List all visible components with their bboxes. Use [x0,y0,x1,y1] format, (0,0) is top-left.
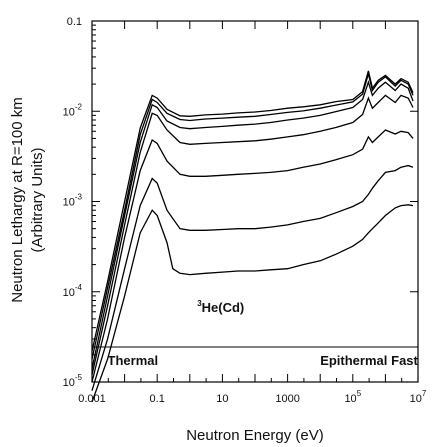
annotation-mass-number: 3 [197,299,202,308]
chart-labels: 0.001 0.1 10 1000 105 107 10-5 10-4 10-3 10-2 0.1 T… [9,16,427,444]
region-label: Thermal [108,353,159,368]
series-line-3 [91,80,414,369]
y-tick-label: 10-3 [63,193,83,209]
y-tick-exponent: -2 [75,102,83,111]
y-tick-label: 10-4 [63,283,83,299]
x-tick-label: 0.1 [150,393,165,405]
x-tick-exponent: 5 [357,389,362,398]
region-label: Epithermal [320,353,387,368]
y-tick-exponent: -3 [75,193,83,202]
series-line-4 [91,94,414,376]
y-axis-title: Neutron Lethargy at R=100 km [9,97,26,303]
x-tick-label: 0.001 [78,393,106,405]
x-axis-title: Neutron Energy (eV) [186,427,324,444]
x-tick-label: 1000 [275,393,299,405]
series-line-2 [91,71,414,360]
x-tick-exponent: 7 [422,389,427,398]
y-tick-label: 0.1 [67,16,82,28]
series-line-7 [91,204,414,403]
region-label: Fast [391,353,418,368]
chart-series-group [91,70,414,403]
y-tick-label: 10-5 [63,373,83,389]
plot-axes [91,20,419,383]
x-tick-label: 10 [216,393,228,405]
series-line-1 [91,70,414,352]
x-tick-label: 105 [344,389,361,405]
series-line-5 [91,129,414,383]
y-tick-exponent: -4 [75,283,83,292]
x-tick-label: 107 [410,389,427,405]
detector-annotation: 3He(Cd) [197,299,244,315]
annotation-text: He(Cd) [202,300,245,315]
y-tick-exponent: -5 [75,373,83,382]
series-line-6 [91,164,414,391]
y-tick-label: 10-2 [63,102,83,118]
y-axis-subtitle: (Arbitrary Units) [29,147,46,252]
